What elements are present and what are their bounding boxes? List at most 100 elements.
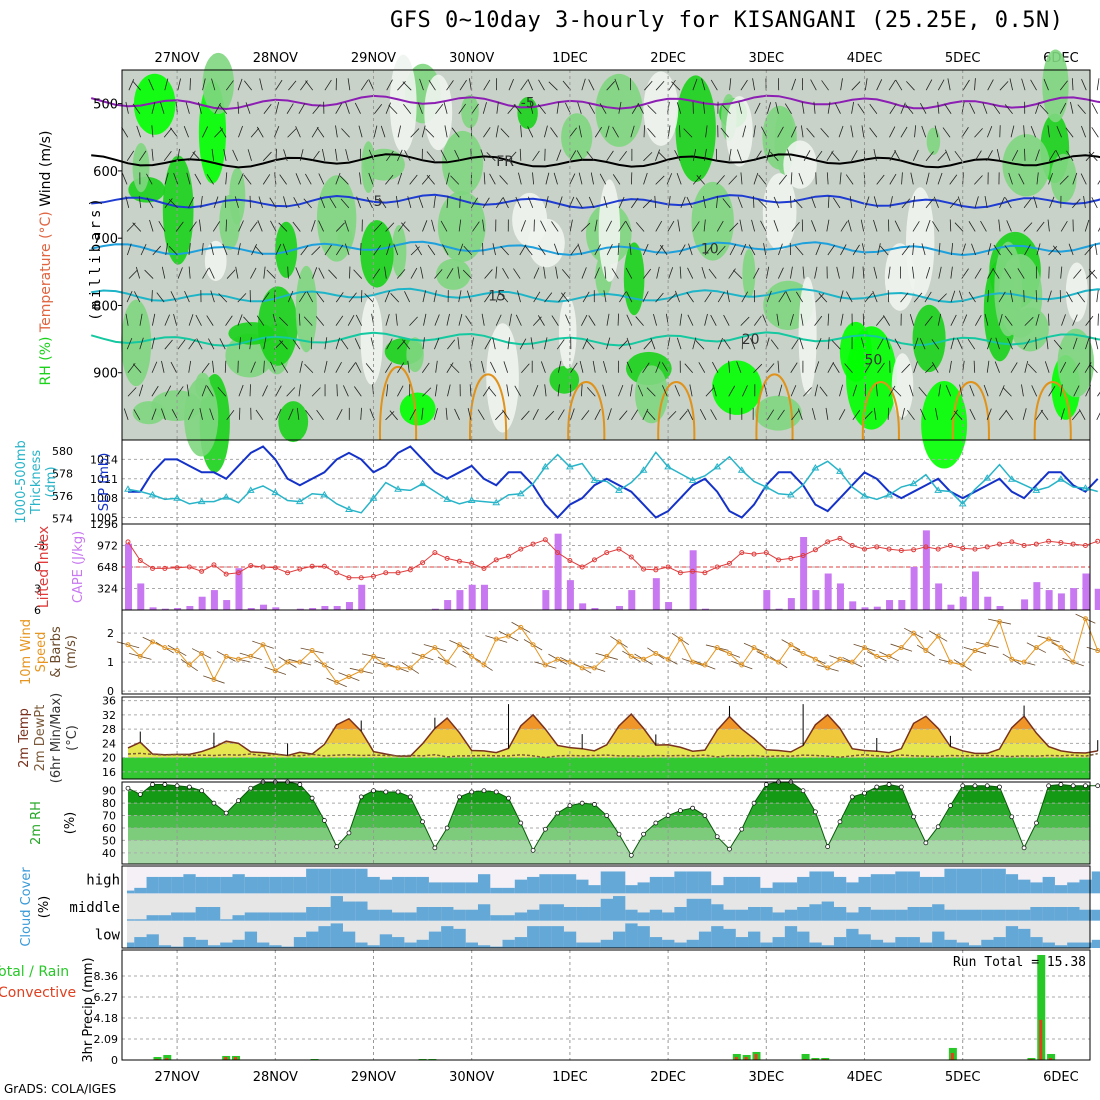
wind-barb bbox=[951, 243, 954, 256]
date-label-top: 29NOV bbox=[351, 51, 396, 66]
wind-barb bbox=[635, 316, 644, 326]
wind-barb bbox=[1077, 292, 1086, 303]
wind-barb bbox=[188, 314, 194, 326]
cloud-high-bar bbox=[723, 876, 736, 894]
wind-barb bbox=[425, 128, 435, 138]
wind-barb bbox=[1059, 80, 1068, 91]
wind-barb bbox=[704, 245, 713, 256]
rh-point bbox=[898, 784, 904, 790]
rh-point bbox=[309, 795, 315, 801]
wind-barb bbox=[686, 292, 694, 303]
wind-barb bbox=[457, 266, 460, 279]
wind-barb bbox=[947, 78, 951, 91]
lifted-index-point bbox=[935, 546, 941, 552]
wind-barb bbox=[799, 337, 804, 350]
wind-barb bbox=[1035, 290, 1038, 303]
wind-barb bbox=[1036, 172, 1039, 185]
cloud-middle-bar bbox=[1042, 907, 1055, 921]
wind-barb bbox=[199, 408, 203, 420]
wind-barb bbox=[164, 385, 172, 397]
wind-barb bbox=[986, 360, 990, 373]
cloud-high-bar bbox=[257, 876, 270, 894]
wind-barb bbox=[407, 196, 412, 209]
wind-barb bbox=[606, 81, 616, 91]
cloud-middle-bar bbox=[797, 907, 810, 921]
wind-ylabel: 10m Wind Speed & Barbs (m/s) bbox=[19, 619, 79, 685]
cape-contour bbox=[379, 365, 418, 441]
cloud-low-bar bbox=[465, 942, 478, 948]
wind-barb bbox=[151, 385, 159, 397]
cloud-low-bar bbox=[220, 942, 233, 948]
wind-barb bbox=[937, 293, 947, 303]
cloud-low-bar bbox=[392, 937, 405, 948]
cape-bar bbox=[959, 596, 967, 610]
rh-point bbox=[972, 783, 978, 789]
wind-barb bbox=[717, 337, 723, 350]
wind-barb bbox=[557, 384, 560, 397]
rh-point bbox=[739, 826, 745, 832]
wind-barb bbox=[728, 385, 736, 397]
wind-barb bbox=[454, 149, 461, 161]
cloud-high-bar bbox=[797, 876, 810, 894]
wind-barb bbox=[538, 244, 546, 256]
cape-bar bbox=[910, 566, 918, 610]
rh-point bbox=[444, 825, 450, 831]
wind-barb bbox=[588, 103, 596, 114]
wind-barb bbox=[827, 101, 831, 114]
wind-barb bbox=[796, 291, 803, 303]
rh-contour-fill bbox=[517, 96, 538, 130]
cloud-middle-bar bbox=[895, 909, 908, 921]
wind-barb bbox=[226, 410, 235, 421]
cloud-middle-bar bbox=[723, 909, 736, 921]
wind-barb bbox=[427, 244, 436, 256]
wind-barb bbox=[838, 409, 846, 421]
wind-barb bbox=[590, 172, 594, 185]
wind-barb bbox=[402, 81, 412, 91]
wind-barb bbox=[211, 78, 216, 91]
wind-barb bbox=[686, 196, 693, 209]
wind-barb bbox=[674, 385, 681, 397]
wind-barb bbox=[188, 243, 191, 256]
wind-barb bbox=[994, 361, 1000, 373]
date-label-top: 1DEC bbox=[552, 51, 588, 66]
wind-barb bbox=[728, 148, 732, 161]
wind-barb bbox=[275, 385, 282, 397]
wind-barb bbox=[790, 195, 792, 208]
wind-barb bbox=[1035, 337, 1037, 350]
wind-barb bbox=[282, 243, 288, 256]
cloud-high-bar bbox=[244, 876, 258, 894]
wind-barb bbox=[261, 292, 270, 303]
wind-barb bbox=[551, 221, 559, 232]
cloud-high-bar bbox=[195, 876, 208, 894]
wind-barb bbox=[910, 172, 914, 185]
thickness-marker bbox=[566, 462, 574, 470]
thickness-ylabel-line: 1000-500mb bbox=[14, 440, 29, 524]
wind-barb bbox=[630, 125, 635, 138]
rh-dry-fill bbox=[762, 173, 797, 251]
wind-barb bbox=[775, 101, 779, 114]
wind-barb bbox=[125, 313, 129, 326]
wind-barb bbox=[238, 125, 243, 138]
cloud-high-bar bbox=[895, 871, 908, 894]
wind-barb bbox=[692, 337, 697, 350]
precip-total-bar bbox=[801, 1053, 810, 1060]
wind-barb bbox=[447, 384, 451, 397]
wind-barb bbox=[1091, 197, 1098, 209]
wind-barb bbox=[954, 222, 964, 232]
thickness-ylabel-line: Thickness bbox=[29, 450, 44, 515]
wind-barb bbox=[740, 79, 748, 91]
rh-contour-fill bbox=[391, 224, 407, 277]
wind-barb bbox=[1078, 409, 1086, 421]
wind-barb bbox=[925, 151, 934, 162]
wind-barb bbox=[795, 245, 804, 256]
cloud-low-bar bbox=[514, 937, 528, 948]
wind-barb bbox=[692, 221, 700, 232]
cloud-middle-bar bbox=[158, 915, 172, 921]
wind-barb bbox=[266, 269, 276, 279]
wind-barb bbox=[398, 221, 406, 232]
wind-barb bbox=[188, 360, 192, 373]
wind-barb bbox=[912, 149, 919, 161]
wind-barb bbox=[801, 101, 805, 114]
wind-barb bbox=[515, 196, 522, 209]
wind-speed-point bbox=[542, 662, 548, 668]
